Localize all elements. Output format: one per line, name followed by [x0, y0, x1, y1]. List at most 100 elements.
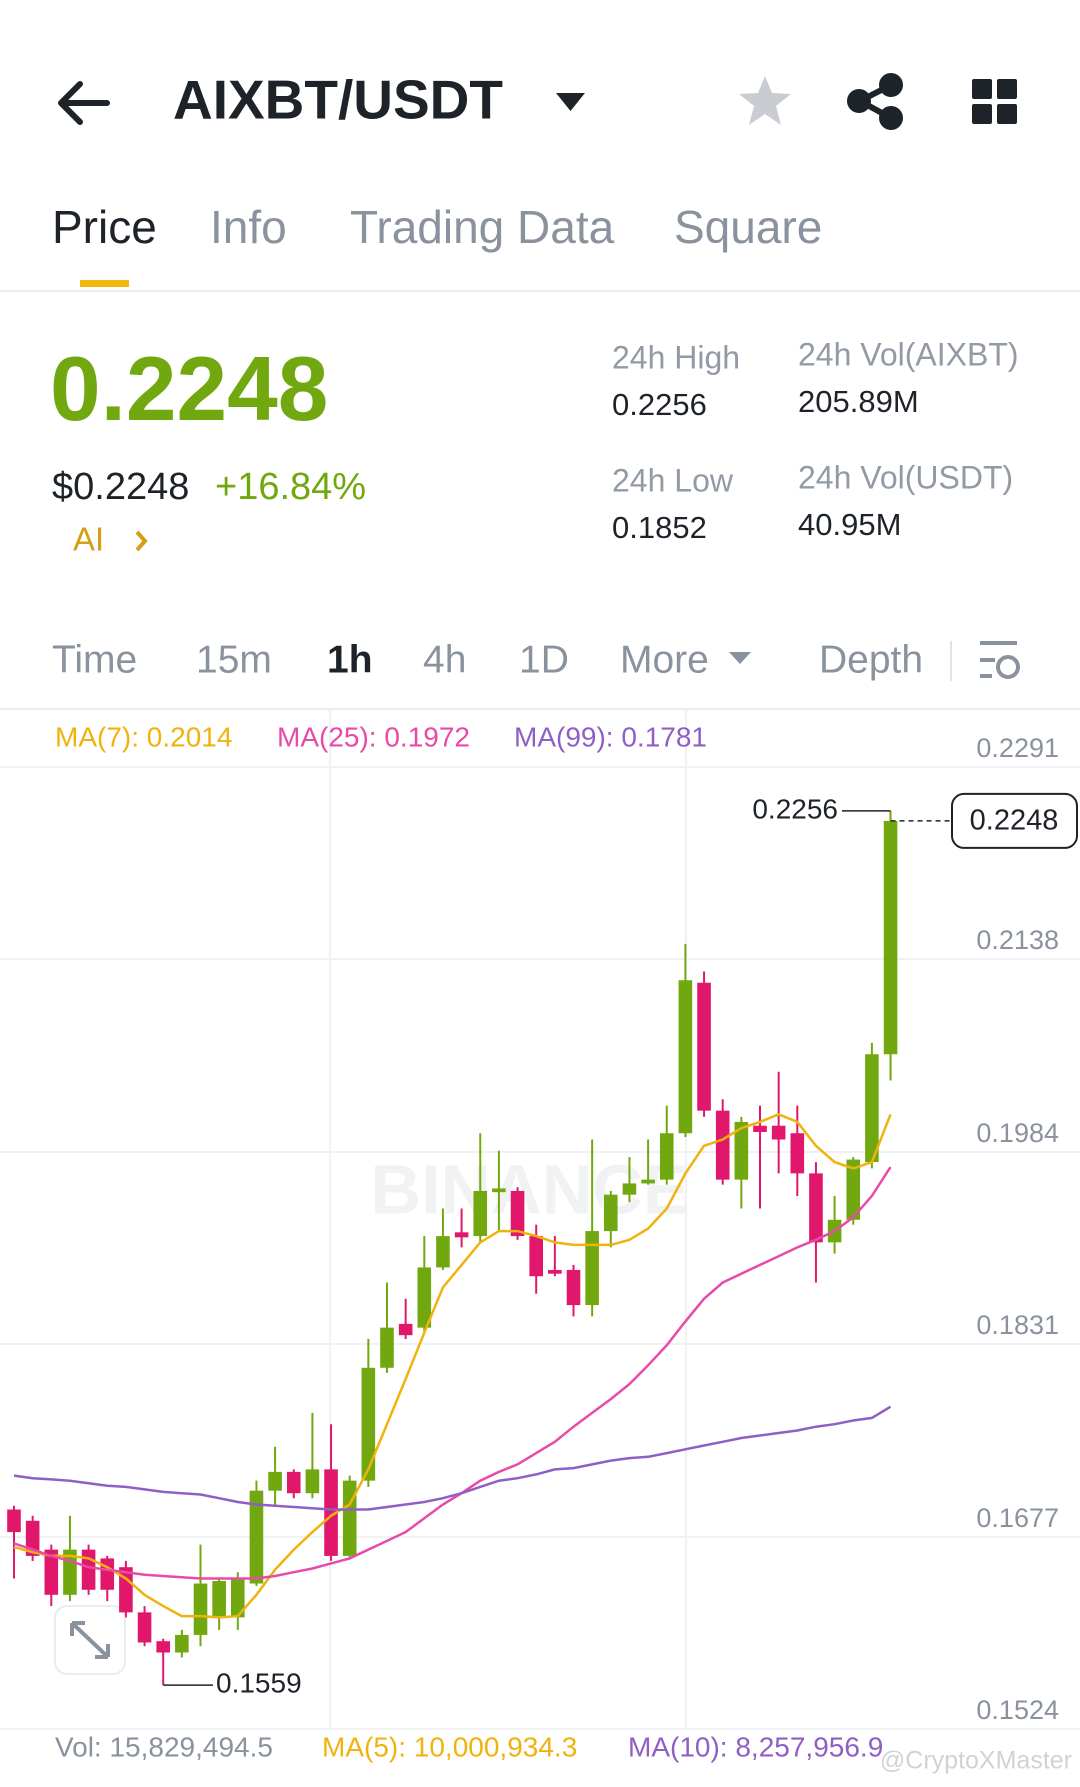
candle-body	[137, 1612, 152, 1643]
back-button[interactable]	[58, 81, 110, 125]
stat-value: 205.89M	[798, 384, 919, 419]
stat-label: 24h High	[612, 339, 740, 375]
candle-body	[697, 982, 711, 1111]
last-price-box	[951, 792, 1078, 849]
favorite-star[interactable]	[739, 76, 791, 125]
candle-body	[510, 1190, 525, 1237]
candle-body	[529, 1236, 543, 1277]
tab[interactable]: Square	[674, 201, 822, 253]
expand-button[interactable]	[54, 1605, 126, 1675]
candle-body	[305, 1469, 320, 1494]
candle-body	[231, 1578, 245, 1618]
candle-body	[249, 1490, 264, 1584]
candle-body	[492, 1188, 506, 1193]
candle-body	[715, 1110, 730, 1180]
candle-body	[548, 1269, 562, 1274]
candle-body	[659, 1133, 674, 1180]
pair-title[interactable]: AIXBT/USDT	[173, 69, 503, 131]
candle-body	[622, 1183, 637, 1195]
candle-body	[454, 1232, 469, 1238]
expand-icon	[70, 1621, 110, 1659]
stat-label: 24h Low	[612, 462, 734, 498]
candle-body	[417, 1267, 432, 1328]
y-tick-label: 0.1831	[976, 1310, 1059, 1340]
ma-line	[13, 1405, 892, 1511]
usd-price: $0.2248	[52, 466, 189, 508]
volume-legend: MA(5): 10,000,934.3	[322, 1731, 577, 1762]
volume-legend: Vol: 15,829,494.5	[55, 1731, 273, 1762]
tab-indicator	[80, 280, 129, 287]
interval[interactable]: 15m	[196, 638, 272, 681]
interval[interactable]: Time	[52, 638, 137, 681]
grid-menu[interactable]	[972, 79, 1017, 124]
candle-body	[753, 1125, 767, 1132]
share-icon[interactable]	[847, 73, 903, 130]
tab[interactable]: Price	[52, 201, 157, 253]
tab[interactable]: Trading Data	[350, 201, 615, 253]
last-price: 0.2248	[50, 339, 328, 440]
candle-body	[7, 1509, 21, 1533]
candle-body	[865, 1054, 879, 1163]
candle-body	[790, 1133, 805, 1174]
candle-body	[268, 1471, 282, 1491]
more-dropdown[interactable]	[729, 652, 751, 664]
candle-body	[641, 1179, 655, 1184]
price-change: +16.84%	[215, 466, 366, 508]
interval[interactable]: 4h	[423, 638, 466, 681]
watermark: @CryptoXMaster	[880, 1747, 1072, 1775]
share-dot	[847, 89, 871, 113]
share-dot	[879, 106, 903, 130]
watermark: BINANCE	[371, 1150, 690, 1228]
candlestick-chart: BINANCE 0.1524 0.1677 0.1831 0.1984 0.2138 0.2…	[0, 710, 1080, 1775]
y-tick-label: 0.1984	[976, 1118, 1059, 1148]
stat-value: 0.1852	[612, 510, 707, 545]
grid-cell	[997, 104, 1017, 124]
tab[interactable]: Info	[210, 201, 287, 253]
grid-cell	[972, 104, 992, 124]
interval[interactable]: Depth	[819, 638, 923, 681]
ma-legend: MA(25): 0.1972	[277, 721, 470, 752]
candle-body	[809, 1173, 823, 1243]
ai-link[interactable]: AI	[73, 521, 148, 558]
ma-line	[13, 1113, 892, 1619]
volume-legend: MA(10): 8,257,956.9	[628, 1731, 883, 1762]
candle-body	[566, 1269, 581, 1306]
y-tick-label: 0.1677	[976, 1503, 1059, 1533]
chart-settings[interactable]	[980, 641, 1020, 679]
candle-body	[342, 1480, 357, 1556]
candle-body	[44, 1549, 59, 1595]
icon-gear	[996, 655, 1020, 679]
candle-body	[156, 1641, 170, 1653]
candle-body	[604, 1194, 618, 1232]
interval[interactable]: More	[620, 638, 709, 681]
candle-body	[175, 1634, 189, 1653]
ma-legend: MA(99): 0.1781	[514, 721, 707, 752]
candle-body	[473, 1190, 488, 1237]
ai-tag: AI	[73, 521, 104, 558]
candle-body	[361, 1367, 376, 1481]
stat-value: 0.2256	[612, 387, 707, 422]
last-price-label: 0.2248	[970, 805, 1059, 837]
low-label: 0.1559	[216, 1667, 302, 1698]
candle-body	[585, 1231, 599, 1306]
candle-body	[771, 1125, 786, 1140]
candle-body	[81, 1549, 96, 1590]
candle-body	[100, 1558, 115, 1590]
candle-body	[193, 1583, 208, 1635]
chevron	[135, 530, 148, 552]
y-tick-label: 0.2291	[976, 733, 1059, 763]
candle-body	[398, 1323, 413, 1336]
y-tick-label: 0.2138	[976, 925, 1059, 955]
stat-label: 24h Vol(AIXBT)	[798, 336, 1019, 372]
share-dot	[879, 73, 903, 97]
candle-body	[324, 1469, 338, 1556]
candle-body	[734, 1121, 749, 1180]
pair-dropdown[interactable]	[556, 93, 585, 111]
interval[interactable]: 1h	[327, 638, 373, 681]
candle-body	[286, 1471, 301, 1494]
stat-label: 24h Vol(USDT)	[798, 459, 1013, 495]
interval[interactable]: 1D	[519, 638, 569, 681]
candle-body	[436, 1236, 450, 1268]
